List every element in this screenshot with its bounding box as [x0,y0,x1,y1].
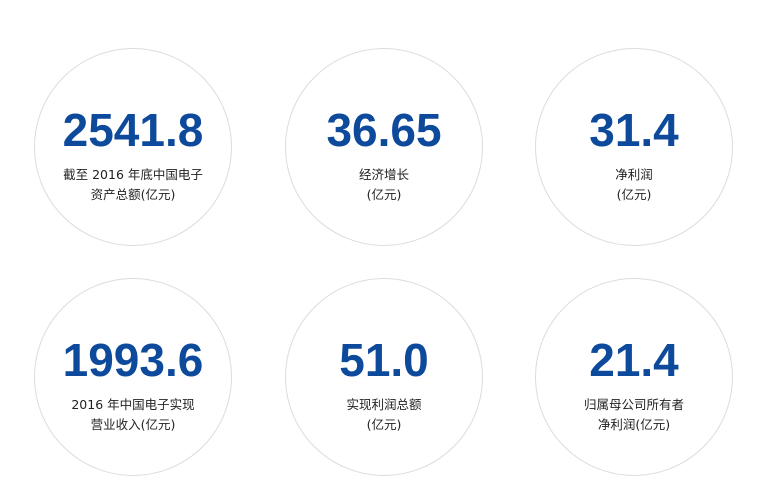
stat-label-line: 经济增长 [358,167,409,182]
stat-label-line: 资产总额(亿元) [90,187,176,202]
stat-value: 1993.6 [62,334,204,386]
stat-label-line: (亿元) [616,187,652,202]
stat-card-total-assets: 2541.8 截至 2016 年底中国电子 资产总额(亿元) [34,48,232,246]
stat-card-net-profit: 31.4 净利润 (亿元) [535,48,733,246]
stat-label-line: 营业收入(亿元) [90,417,176,432]
stat-label-line: 净利润 [615,167,653,182]
stat-label: 截至 2016 年底中国电子 资产总额(亿元) [41,165,225,205]
stat-label-line: 净利润(亿元) [597,417,671,432]
stat-value: 2541.8 [62,104,204,156]
stat-value: 21.4 [589,334,679,386]
stat-label-line: 实现利润总额 [346,397,422,412]
stat-card-operating-revenue: 1993.6 2016 年中国电子实现 营业收入(亿元) [34,278,232,476]
stat-label-line: (亿元) [366,417,402,432]
stat-card-parent-net-profit: 21.4 归属母公司所有者 净利润(亿元) [535,278,733,476]
stat-label: 实现利润总额 (亿元) [292,395,476,435]
stat-label: 经济增长 (亿元) [292,165,476,205]
stat-label-line: 2016 年中国电子实现 [71,397,195,412]
stat-label-line: 归属母公司所有者 [583,397,684,412]
stat-card-total-profit: 51.0 实现利润总额 (亿元) [285,278,483,476]
stat-label-line: (亿元) [366,187,402,202]
stat-value: 31.4 [589,104,679,156]
stat-value: 36.65 [326,104,442,156]
stat-label: 净利润 (亿元) [542,165,726,205]
stat-label: 2016 年中国电子实现 营业收入(亿元) [41,395,225,435]
stat-label: 归属母公司所有者 净利润(亿元) [542,395,726,435]
stat-label-line: 截至 2016 年底中国电子 [63,167,203,182]
stat-value: 51.0 [339,334,429,386]
stat-card-economic-growth: 36.65 经济增长 (亿元) [285,48,483,246]
